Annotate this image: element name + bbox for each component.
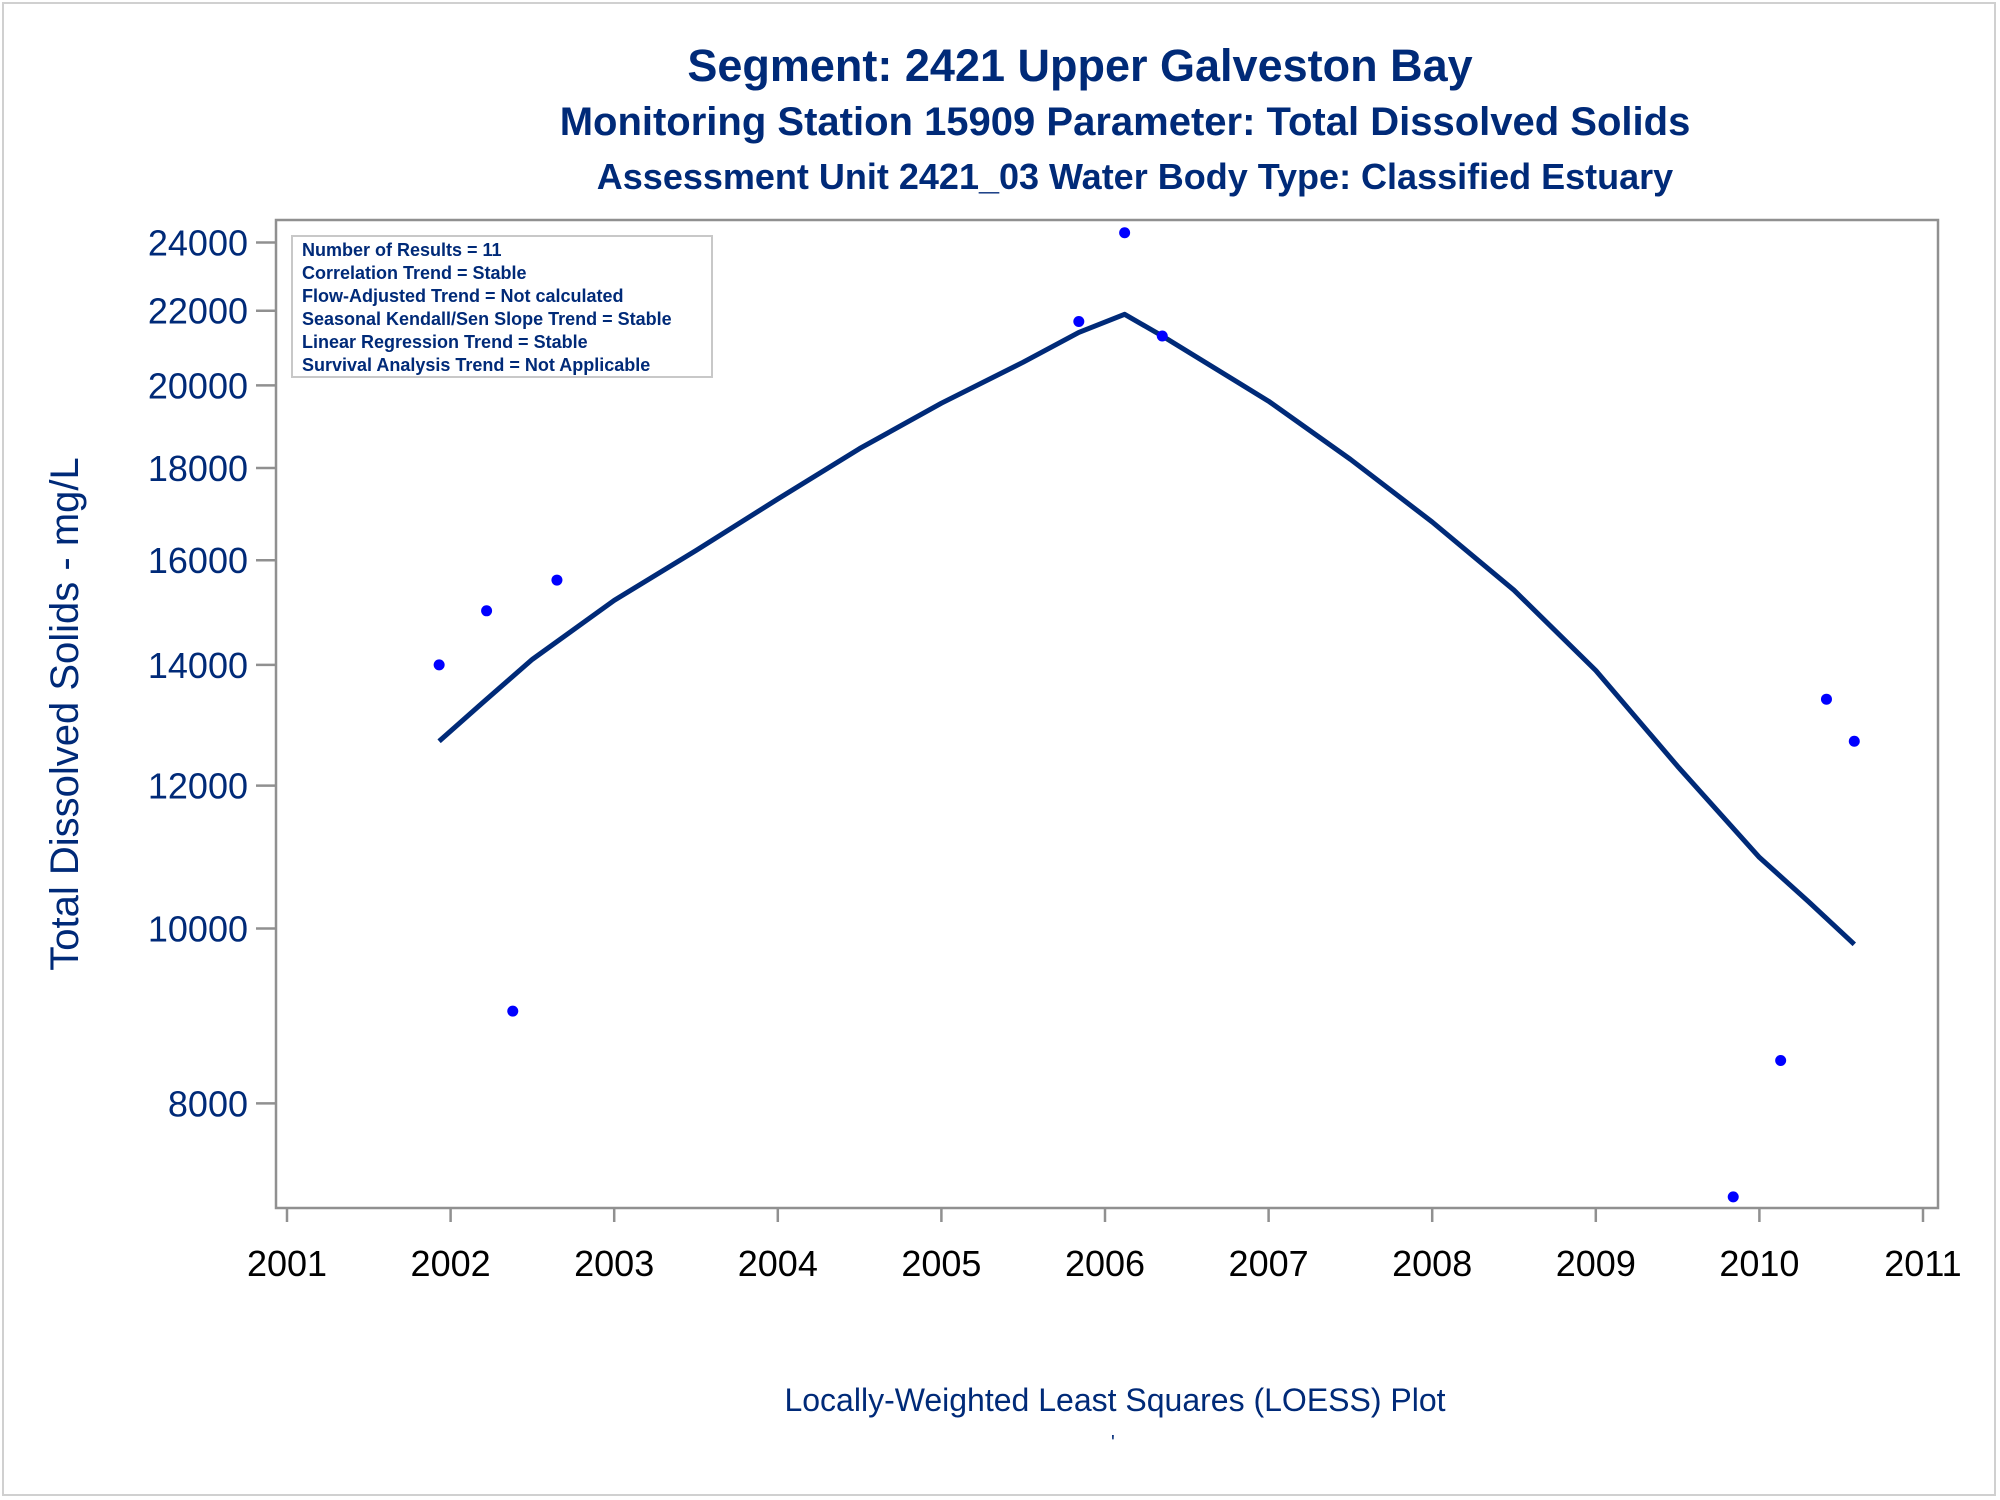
y-tick-label: 16000: [148, 540, 248, 581]
data-point: [1848, 735, 1860, 747]
stats-line: Seasonal Kendall/Sen Slope Trend = Stabl…: [302, 309, 672, 329]
series-layer: [433, 227, 1860, 1203]
data-point: [1727, 1191, 1739, 1203]
y-axis-label: Total Dissolved Solids - mg/L: [43, 457, 87, 971]
y-tick-label: 10000: [148, 909, 248, 950]
data-point: [1156, 330, 1168, 342]
y-tick-label: 20000: [148, 365, 248, 406]
x-tick-label: 2005: [901, 1243, 981, 1284]
loess-line: [437, 311, 1857, 947]
stats-line: Flow-Adjusted Trend = Not calculated: [302, 286, 624, 306]
x-tick-label: 2011: [1884, 1243, 1961, 1284]
stats-line: Linear Regression Trend = Stable: [302, 332, 588, 352]
y-tick-label: 24000: [148, 223, 248, 264]
data-point: [1820, 693, 1832, 705]
footnote-mark: ': [1111, 1432, 1115, 1454]
plot-area: [274, 218, 1940, 1210]
y-axis: 8000 10000 12000 14000 16000 18000 20000 22000 2…: [148, 223, 276, 1124]
stats-line: Correlation Trend = Stable: [302, 263, 527, 283]
x-tick-label: 2008: [1392, 1243, 1472, 1284]
data-point: [551, 574, 563, 586]
data-point: [1775, 1054, 1787, 1066]
y-tick-label: 14000: [148, 645, 248, 686]
y-tick-label: 12000: [148, 766, 248, 807]
stats-box: Number of Results = 11 Correlation Trend …: [291, 235, 713, 378]
stats-box-border: [291, 235, 713, 378]
stats-line: Survival Analysis Trend = Not Applicable: [302, 355, 650, 375]
x-tick-label: 2009: [1556, 1243, 1636, 1284]
chart-footnote: Locally-Weighted Least Squares (LOESS) P…: [784, 1382, 1446, 1418]
x-tick-label: 2002: [411, 1243, 491, 1284]
data-point: [1119, 227, 1131, 239]
y-tick-label: 8000: [168, 1083, 248, 1124]
x-tick-label: 2004: [738, 1243, 818, 1284]
y-tick-label: 18000: [148, 448, 248, 489]
x-tick-label: 2003: [574, 1243, 654, 1284]
chart-subtitle: Monitoring Station 15909 Parameter: Tota…: [559, 100, 1691, 144]
data-point: [1073, 315, 1085, 327]
stats-line: Number of Results = 11: [302, 240, 502, 260]
x-tick-label: 2007: [1229, 1243, 1309, 1284]
x-tick-label: 2006: [1065, 1243, 1145, 1284]
y-tick-label: 22000: [148, 291, 248, 332]
data-point: [481, 605, 493, 617]
x-tick-label: 2001: [247, 1243, 327, 1284]
x-axis: 2001 2002 2003 2004 2005 2006 2007 2008 2009 2010…: [247, 1208, 1962, 1284]
data-point: [507, 1005, 519, 1017]
chart-title: Segment: 2421 Upper Galveston Bay: [687, 40, 1473, 91]
data-point: [433, 659, 445, 671]
chart-subtitle-2: Assessment Unit 2421_03 Water Body Type:…: [596, 156, 1674, 197]
x-tick-label: 2010: [1719, 1243, 1799, 1284]
